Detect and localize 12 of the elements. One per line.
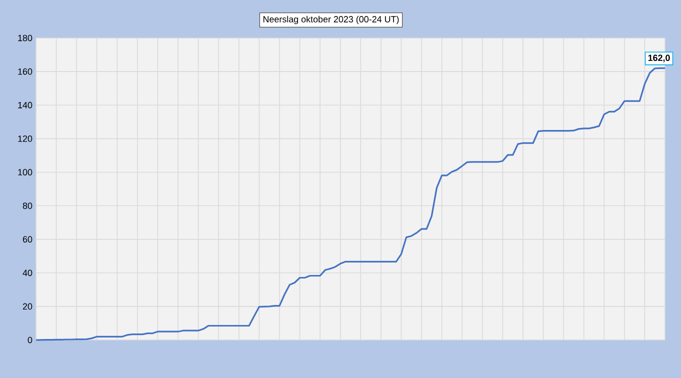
y-tick-label: 80 xyxy=(22,202,32,209)
y-tick-label: 0 xyxy=(28,336,32,344)
y-tick-label: 140 xyxy=(18,102,32,108)
y-tick-label: 160 xyxy=(18,68,32,75)
y-tick-label: 60 xyxy=(22,236,32,243)
y-tick-label: 20 xyxy=(22,303,32,310)
annotation: 162,0 xyxy=(648,54,670,62)
y-tick-label: 120 xyxy=(18,135,32,142)
chart-title: Neerslag oktober 2023 (00-24 UT) xyxy=(263,16,399,24)
y-tick-label: 180 xyxy=(18,34,32,42)
y-tick-label: 40 xyxy=(22,270,32,276)
y-tick-label: 100 xyxy=(18,169,32,176)
